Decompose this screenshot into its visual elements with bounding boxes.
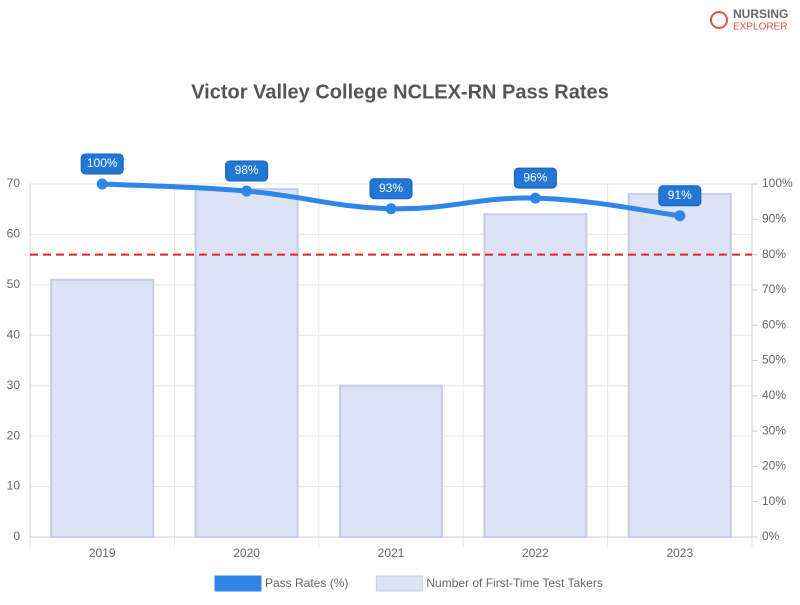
y2-tick-label: 100% — [762, 176, 793, 190]
y-tick-label: 70 — [7, 176, 21, 190]
point — [241, 185, 253, 197]
point — [385, 203, 397, 215]
data-label-box — [513, 167, 557, 189]
logo-icon — [710, 11, 728, 29]
data-label: 93% — [379, 181, 403, 195]
x-tick-label: 2019 — [89, 546, 116, 560]
logo-text: EXPLORER — [733, 22, 787, 33]
data-label: 100% — [87, 156, 118, 170]
y2-tick-label: 10% — [762, 494, 786, 508]
data-label: 98% — [235, 163, 259, 177]
y-tick-label: 20 — [7, 428, 21, 442]
y2-tick-label: 50% — [762, 353, 786, 367]
data-label-box — [80, 153, 124, 175]
y2-tick-label: 0% — [762, 529, 780, 543]
chart-title: Victor Valley College NCLEX-RN Pass Rate… — [191, 81, 609, 103]
point — [96, 178, 108, 190]
data-label: 96% — [523, 170, 547, 184]
logo-text: NURSING — [733, 7, 788, 21]
y-tick-label: 0 — [13, 529, 20, 543]
y2-tick-label: 40% — [762, 388, 786, 402]
x-tick-label: 2023 — [666, 546, 693, 560]
y-tick-label: 50 — [7, 277, 21, 291]
y-tick-label: 60 — [7, 227, 21, 241]
y2-tick-label: 20% — [762, 459, 786, 473]
legend-swatch — [375, 575, 423, 592]
legend-label: Number of First-Time Test Takers — [426, 576, 602, 590]
y2-tick-label: 30% — [762, 423, 786, 437]
data-label: 91% — [668, 188, 692, 202]
legend-swatch — [214, 575, 262, 592]
bar — [339, 384, 443, 539]
bar — [483, 213, 588, 538]
y-tick-label: 40 — [7, 327, 21, 341]
data-label-box — [225, 160, 269, 182]
bar — [50, 278, 155, 538]
x-tick-label: 2021 — [378, 546, 405, 560]
data-label-box — [369, 178, 413, 200]
point — [674, 210, 686, 222]
bar — [627, 193, 732, 538]
y2-tick-label: 90% — [762, 211, 786, 225]
x-tick-label: 2020 — [233, 546, 260, 560]
legend-label: Pass Rates (%) — [265, 576, 348, 590]
y2-tick-label: 60% — [762, 317, 786, 331]
y-tick-label: 10 — [7, 479, 21, 493]
x-tick-label: 2022 — [522, 546, 549, 560]
y2-tick-label: 70% — [762, 282, 786, 296]
data-label-box — [658, 185, 702, 207]
y-tick-label: 30 — [7, 378, 21, 392]
bar — [194, 188, 299, 539]
y2-tick-label: 80% — [762, 247, 786, 261]
point — [529, 192, 541, 204]
